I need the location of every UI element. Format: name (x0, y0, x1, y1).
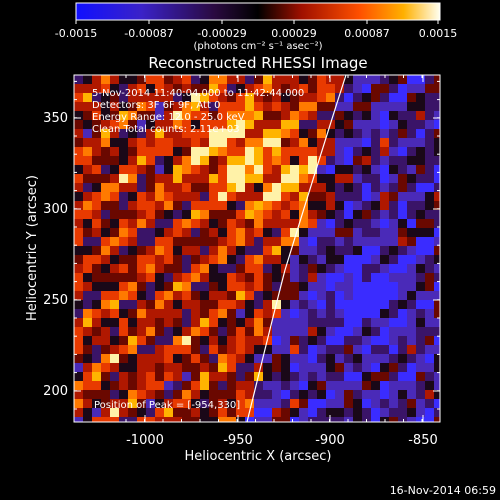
colorbar-units: (photons cm⁻² s⁻¹ asec⁻²) (193, 41, 322, 52)
y-tick-label: 300 (43, 202, 68, 217)
x-tick-label: -900 (315, 433, 345, 448)
plot-title: Reconstructed RHESSI Image (148, 54, 367, 72)
footer-timestamp: 16-Nov-2014 06:59 (390, 484, 496, 497)
colorbar-tick-label: 0.00029 (271, 27, 317, 40)
annotation-energy-range: Energy Range: 12.0 - 25.0 keV (92, 112, 245, 123)
image-pixels (74, 75, 440, 422)
colorbar-tick-label: -0.00087 (124, 27, 173, 40)
axis-tick-marks (74, 75, 440, 422)
x-tick-label: -850 (408, 433, 438, 448)
rhessi-image (74, 75, 440, 422)
y-tick-label: 250 (43, 293, 68, 308)
plot-annotations: 5-Nov-2014 11:40:04.000 to 11:42:44.000 … (92, 88, 304, 135)
colorbar-tick-label: 0.0015 (419, 27, 458, 40)
y-tick-label: 200 (43, 384, 68, 399)
plot-frame (73, 74, 441, 423)
solar-limb-line (246, 75, 347, 422)
x-tick-label: -950 (223, 433, 253, 448)
colorbar-gradient (75, 2, 441, 21)
annotation-clean-counts: Clean Total counts: 2.11e+03 (92, 124, 240, 135)
x-tick-label: -1000 (126, 433, 164, 448)
peak-position-label: Position of Peak = [-954,330] (94, 400, 240, 411)
y-tick-label: 350 (43, 111, 68, 126)
colorbar-tick-label: -0.0015 (55, 27, 97, 40)
colorbar-tick-marks (75, 20, 439, 24)
x-axis-title: Heliocentric X (arcsec) (185, 449, 332, 464)
colorbar-tick-label: 0.00087 (344, 27, 390, 40)
colorbar: -0.0015 -0.00087 -0.00029 0.00029 0.0008… (55, 2, 458, 52)
annotation-detectors: Detectors: 3F 6F 9F, Att 0 (92, 100, 220, 111)
colorbar-tick-label: -0.00029 (197, 27, 246, 40)
annotation-time-range: 5-Nov-2014 11:40:04.000 to 11:42:44.000 (92, 88, 304, 99)
y-axis-title: Heliocentric Y (arcsec) (25, 175, 40, 321)
